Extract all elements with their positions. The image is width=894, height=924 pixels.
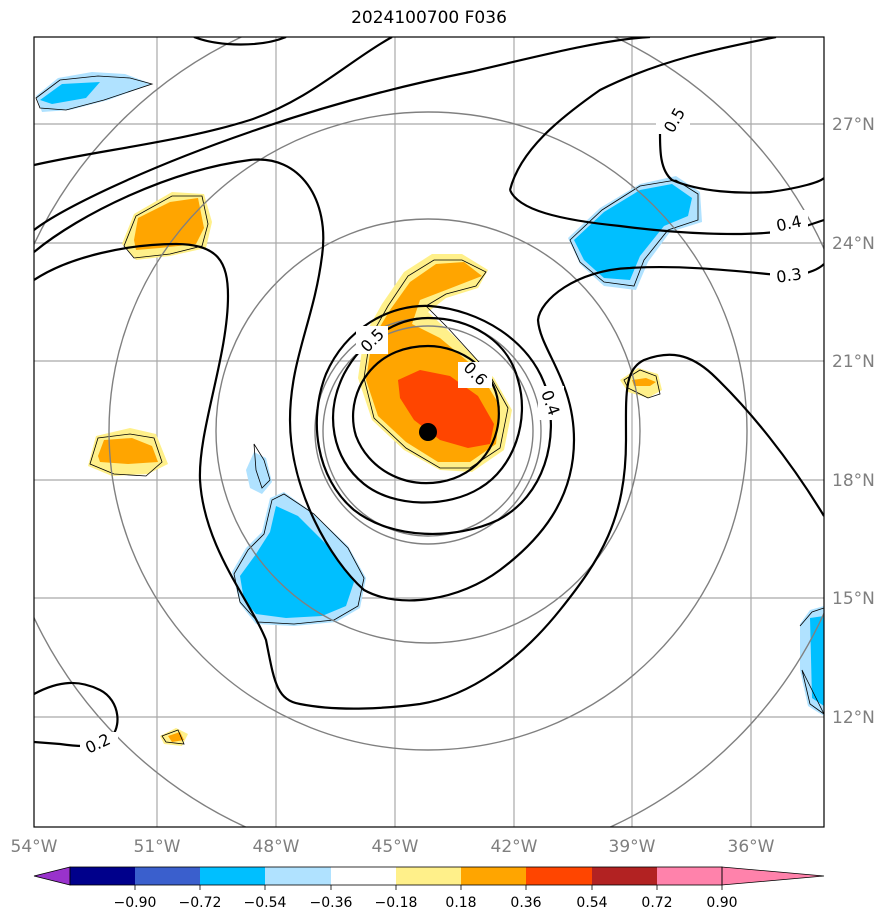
colorbar-tick-label: 0.72 [641, 895, 672, 911]
colorbar-swatch [135, 867, 200, 885]
lat-label: 27°N [832, 115, 875, 135]
range-rings [34, 37, 824, 827]
colorbar-tick-label: −0.18 [375, 895, 418, 911]
map-title: 2024100700 F036 [351, 8, 507, 28]
lat-label: 21°N [832, 352, 875, 372]
colorbar-tick-label: 0.36 [510, 895, 541, 911]
colorbar-swatch [70, 867, 135, 885]
colorbar-swatch [657, 867, 722, 885]
lat-label: 15°N [832, 589, 875, 609]
lon-label: 51°W [134, 837, 181, 857]
lon-label: 36°W [728, 837, 775, 857]
lon-label: 42°W [491, 837, 538, 857]
map-frame [33, 36, 825, 828]
colorbar-swatch [526, 867, 592, 885]
storm-center-marker [419, 423, 437, 441]
colorbar-tick-label: −0.54 [244, 895, 287, 911]
lat-label: 24°N [832, 234, 875, 254]
colorbar-extend-high [721, 866, 825, 886]
colorbar-tick-label: −0.90 [114, 895, 157, 911]
colorbar-tick-label: 0.90 [706, 895, 737, 911]
colorbar-swatch [396, 867, 461, 885]
colorbar-swatch [461, 867, 526, 885]
colorbar-swatch [200, 867, 265, 885]
shading-positive [88, 192, 662, 746]
map-area: 0.5 0.4 0.3 0.5 0.6 0.4 0.2 [34, 37, 824, 827]
lat-label: 12°N [832, 708, 875, 728]
lon-label: 45°W [372, 837, 419, 857]
lat-label: 18°N [832, 471, 875, 491]
colorbar: −0.90 −0.72 −0.54 −0.36 −0.18 0.18 0.36 … [33, 866, 825, 911]
colorbar-swatch [331, 867, 396, 885]
colorbar-tick-label: 0.54 [576, 895, 607, 911]
contour-label: 0.3 [775, 264, 803, 286]
longitude-labels: 54°W 51°W 48°W 45°W 42°W 39°W 36°W [11, 837, 775, 857]
lon-label: 39°W [609, 837, 656, 857]
contours [34, 37, 824, 748]
contour-labels: 0.5 0.4 0.3 0.5 0.6 0.4 0.2 [80, 104, 808, 758]
colorbar-tick-label: 0.18 [445, 895, 476, 911]
colorbar-swatch [265, 867, 331, 885]
colorbar-tick-label: −0.72 [179, 895, 222, 911]
lon-label: 48°W [253, 837, 300, 857]
contour-label: 0.4 [774, 212, 803, 236]
latitude-labels: 27°N 24°N 21°N 18°N 15°N 12°N [832, 115, 875, 728]
colorbar-swatch [592, 867, 657, 885]
shading-outlines [35, 75, 824, 745]
colorbar-tick-label: −0.36 [310, 895, 353, 911]
lon-label: 54°W [11, 837, 58, 857]
colorbar-extend-low [33, 866, 71, 886]
